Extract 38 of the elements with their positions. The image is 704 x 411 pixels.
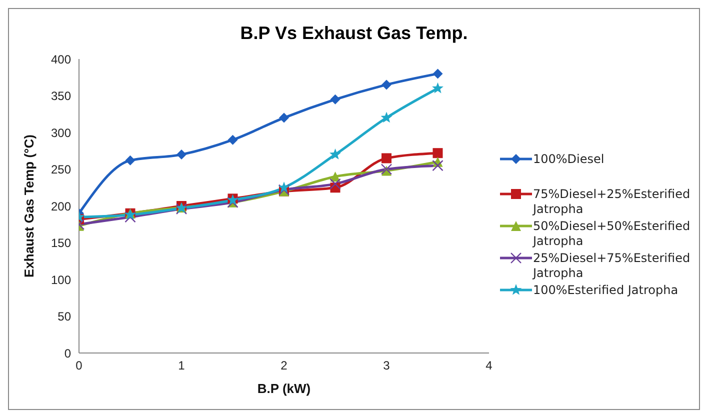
- point: [278, 182, 290, 192]
- point: [432, 160, 444, 172]
- point: [432, 148, 443, 158]
- point: [380, 112, 392, 123]
- x-axis-title: B.P (kW): [257, 381, 311, 396]
- legend-label: 50%Diesel+50%Esterified Jatropha: [533, 219, 692, 249]
- point: [330, 178, 341, 190]
- legend-label: 75%Diesel+25%Esterified Jatropha: [533, 187, 692, 217]
- x-tick-label: 2: [280, 358, 288, 373]
- y-tick-label: 250: [50, 162, 72, 177]
- point: [382, 153, 392, 164]
- legend-label: 100%Esterified Jatropha: [533, 283, 678, 298]
- x-tick-label: 4: [486, 358, 493, 373]
- y-tick-label: 400: [50, 52, 72, 66]
- chart-title: B.P Vs Exhaust Gas Temp.: [239, 23, 469, 45]
- point: [432, 68, 443, 79]
- point: [279, 112, 289, 123]
- y-tick-label: 150: [50, 236, 72, 250]
- point: [330, 94, 340, 104]
- y-tick-label: 200: [50, 199, 72, 214]
- point: [228, 134, 238, 145]
- x-tick-label: 0: [76, 358, 83, 373]
- y-tick-label: 300: [50, 126, 72, 140]
- point: [176, 150, 186, 160]
- x-tick-label: 3: [383, 358, 390, 373]
- y-axis-title: Exhaust Gas Temp (°C): [22, 134, 37, 278]
- point: [125, 155, 136, 166]
- legend-label: 100%Diesel: [533, 152, 604, 167]
- y-tick-label: 50: [58, 310, 72, 324]
- point: [382, 80, 392, 90]
- point: [124, 211, 136, 223]
- y-tick-label: 0: [64, 346, 72, 360]
- x-tick-label: 1: [178, 358, 186, 373]
- legend-label: 25%Diesel+75%Esterified Jatropha: [533, 251, 692, 281]
- y-tick-label: 350: [50, 89, 72, 104]
- point: [330, 148, 341, 160]
- point: [432, 82, 444, 94]
- y-tick-label: 100: [50, 272, 72, 287]
